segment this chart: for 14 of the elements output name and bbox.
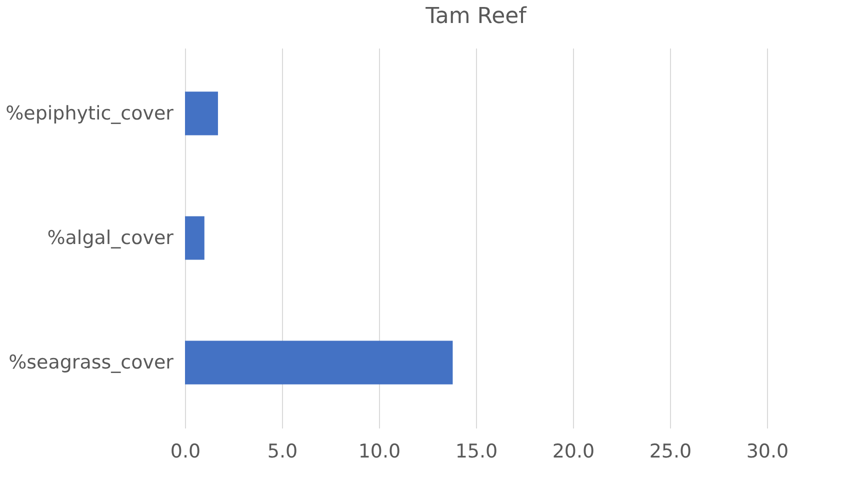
x-tick-label: 30.0 [746, 440, 789, 462]
x-tick-label: 20.0 [552, 440, 595, 462]
x-tick-label: 15.0 [455, 440, 498, 462]
bar [185, 340, 453, 384]
y-tick-label: %seagrass_cover [8, 352, 174, 374]
y-tick-label: %epiphytic_cover [6, 102, 174, 124]
bar [185, 92, 218, 136]
x-tick-label: 0.0 [170, 440, 201, 462]
x-tick-label: 10.0 [358, 440, 401, 462]
chart-title: Tam Reef [424, 4, 528, 29]
x-tick-label: 5.0 [267, 440, 298, 462]
bar [185, 216, 204, 260]
y-tick-label: %algal_cover [47, 227, 174, 249]
x-tick-label: 25.0 [649, 440, 692, 462]
